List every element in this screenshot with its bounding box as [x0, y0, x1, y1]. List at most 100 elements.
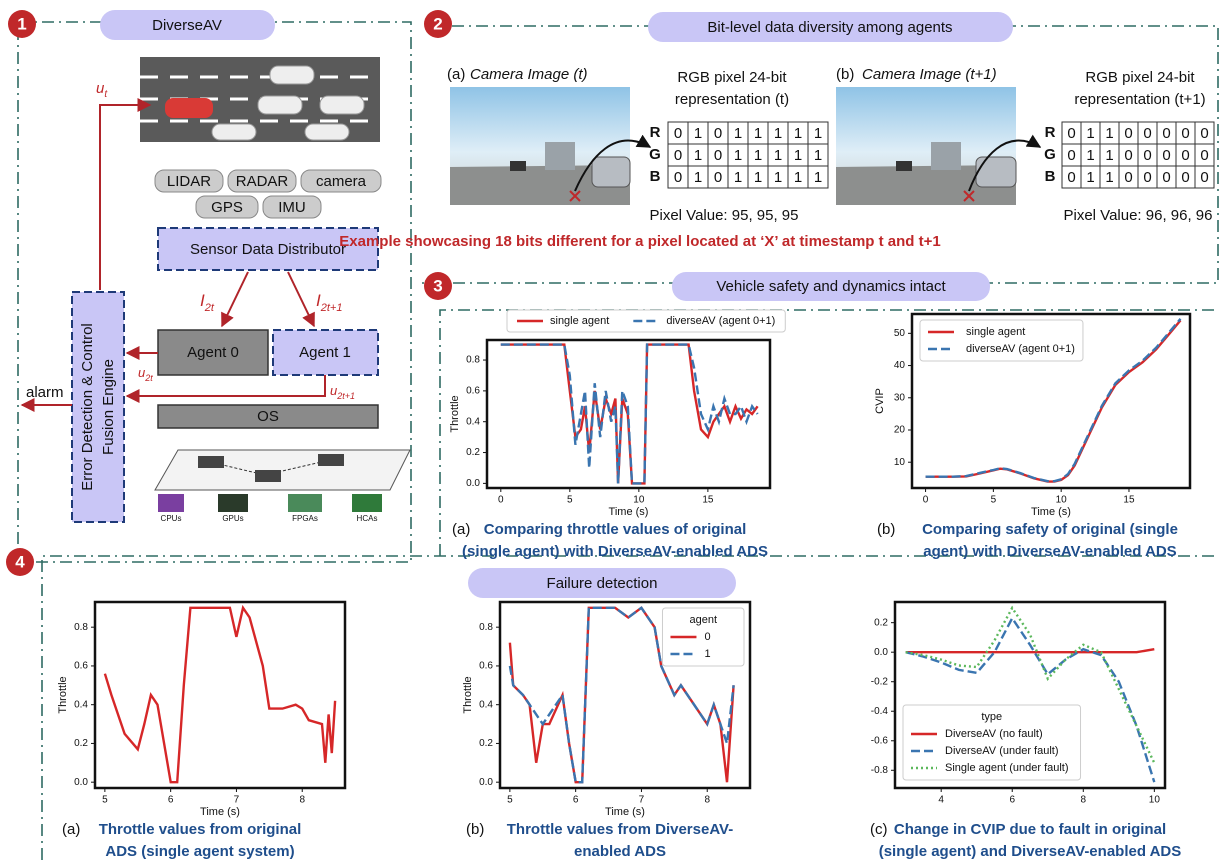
caption: enabled ADS [574, 843, 666, 860]
os-label: OS [257, 408, 279, 425]
channel-label: B [650, 168, 661, 185]
input-label: I2t+1 [316, 291, 342, 313]
platform [155, 450, 410, 490]
caption: Change in CVIP due to fault in original [894, 821, 1166, 838]
caption-label: (b) [877, 521, 895, 538]
series-line [105, 608, 335, 782]
subfigure-label: (b) [836, 66, 854, 83]
bit-value: 0 [1143, 169, 1151, 186]
y-axis-label: Throttle [449, 395, 461, 432]
x-tick-label: 6 [1009, 795, 1015, 806]
channel-label: G [1044, 146, 1056, 163]
panel-title: DiverseAV [152, 17, 222, 34]
panel-caption: Example showcasing 18 bits different for… [339, 233, 940, 250]
bit-value: 1 [794, 169, 802, 186]
y-tick-label: 0.8 [479, 622, 493, 633]
y-tick-label: 0.4 [466, 416, 480, 427]
sensors: LIDAR RADAR camera GPS IMU [155, 170, 381, 218]
y-tick-label: -0.8 [871, 765, 889, 776]
bit-value: 0 [1124, 147, 1132, 164]
bit-value: 1 [1086, 147, 1094, 164]
channel-label: G [649, 146, 661, 163]
bit-value: 1 [754, 169, 762, 186]
bit-value: 0 [714, 169, 722, 186]
hardware-labels: CPUs GPUs FPGAs HCAs [161, 514, 378, 523]
caption: Throttle values from original [99, 821, 302, 838]
hardware-label: FPGAs [292, 514, 318, 523]
legend-title: type [981, 711, 1002, 723]
image-caption: Camera Image (t+1) [862, 66, 997, 83]
sensor-label: GPS [211, 199, 243, 216]
caption-label: (b) [466, 821, 484, 838]
sensor-label: IMU [278, 199, 306, 216]
bit-value: 0 [1200, 147, 1208, 164]
hardware [155, 450, 410, 512]
bit-value: 1 [814, 125, 822, 142]
panel-title: Vehicle safety and dynamics intact [716, 278, 946, 295]
bit-value: 1 [814, 147, 822, 164]
y-tick-label: 0.2 [479, 738, 493, 749]
bit-value: 1 [754, 147, 762, 164]
plot-frame [95, 602, 345, 788]
bit-value: 0 [674, 147, 682, 164]
bit-value: 0 [1067, 125, 1075, 142]
caption: Comparing safety of original (single [922, 521, 1178, 538]
y-axis-label: Throttle [462, 676, 474, 713]
output-label: u2t [138, 365, 153, 383]
x-tick-label: 10 [1056, 495, 1068, 506]
legend-label: DiverseAV (no fault) [945, 728, 1043, 740]
bit-value: 1 [1086, 125, 1094, 142]
bit-value: 0 [1124, 125, 1132, 142]
bit-value: 0 [1162, 125, 1170, 142]
caption: Comparing throttle values of original [484, 521, 747, 538]
car [320, 96, 364, 114]
subscript: 2t+1 [336, 391, 355, 401]
x-tick-label: 6 [168, 795, 174, 806]
badge-number: 3 [433, 276, 442, 295]
x-tick-label: 7 [639, 795, 645, 806]
bit-value: 0 [1200, 125, 1208, 142]
series-line [906, 649, 1155, 652]
hardware-label: HCAs [357, 514, 378, 523]
y-tick-label: 0.6 [74, 661, 88, 672]
pixel-value: Pixel Value: 96, 96, 96 [1064, 207, 1213, 224]
channel-label: R [650, 124, 661, 141]
data-arrow [222, 272, 248, 326]
symbol: u [138, 365, 145, 380]
bit-value: 0 [1162, 147, 1170, 164]
x-tick-label: 5 [567, 495, 573, 506]
car [212, 124, 256, 140]
legend-label: Single agent (under fault) [945, 762, 1069, 774]
sensor-label: RADAR [236, 173, 289, 190]
bit-value: 0 [1162, 169, 1170, 186]
agent-label: Agent 1 [299, 344, 351, 361]
bit-value: 1 [694, 147, 702, 164]
image-caption: Camera Image (t) [470, 66, 588, 83]
x-axis-label: Time (s) [1031, 506, 1071, 518]
x-tick-label: 5 [507, 795, 513, 806]
hardware-label: GPUs [222, 514, 243, 523]
caption: Throttle values from DiverseAV- [507, 821, 733, 838]
sensor-label: LIDAR [167, 173, 211, 190]
bit-value: 1 [1086, 169, 1094, 186]
repr-label: representation (t+1) [1074, 91, 1205, 108]
y-tick-label: -0.4 [871, 706, 889, 717]
subscript: t [104, 89, 108, 100]
y-tick-label: 0.8 [74, 622, 88, 633]
control-label: ut [96, 80, 108, 100]
y-tick-label: 0.8 [466, 355, 480, 366]
y-tick-label: 20 [894, 425, 906, 436]
bit-value: 0 [1067, 147, 1075, 164]
caption-label: (c) [870, 821, 888, 838]
x-axis-label: Time (s) [200, 806, 240, 818]
badge-number: 4 [15, 552, 25, 571]
y-tick-label: 0.0 [74, 777, 88, 788]
y-tick-label: -0.6 [871, 735, 889, 746]
subscript: 2t [144, 373, 153, 383]
caption: ADS (single agent system) [105, 843, 294, 860]
sensor-label: camera [316, 173, 367, 190]
panel-border [440, 310, 1218, 556]
agent-label: Agent 0 [187, 344, 239, 361]
